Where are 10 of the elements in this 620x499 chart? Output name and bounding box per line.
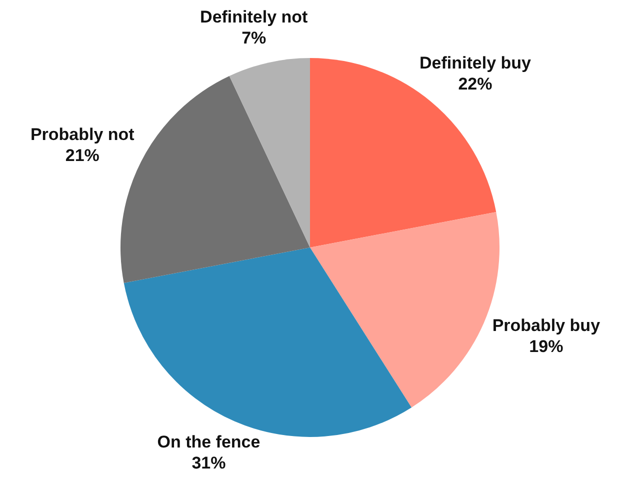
data-label: 19%: [529, 336, 564, 356]
slice-label: Probably buy: [492, 316, 601, 335]
slice-label: Definitely not: [200, 8, 308, 27]
slice-label: Probably not: [30, 124, 135, 144]
data-label: 7%: [242, 28, 266, 48]
slice-label: Definitely buy: [420, 54, 532, 73]
data-label: 31%: [192, 454, 226, 473]
slice-label: On the fence: [157, 432, 260, 452]
data-label: 22%: [458, 74, 492, 94]
data-label: 21%: [65, 146, 100, 165]
